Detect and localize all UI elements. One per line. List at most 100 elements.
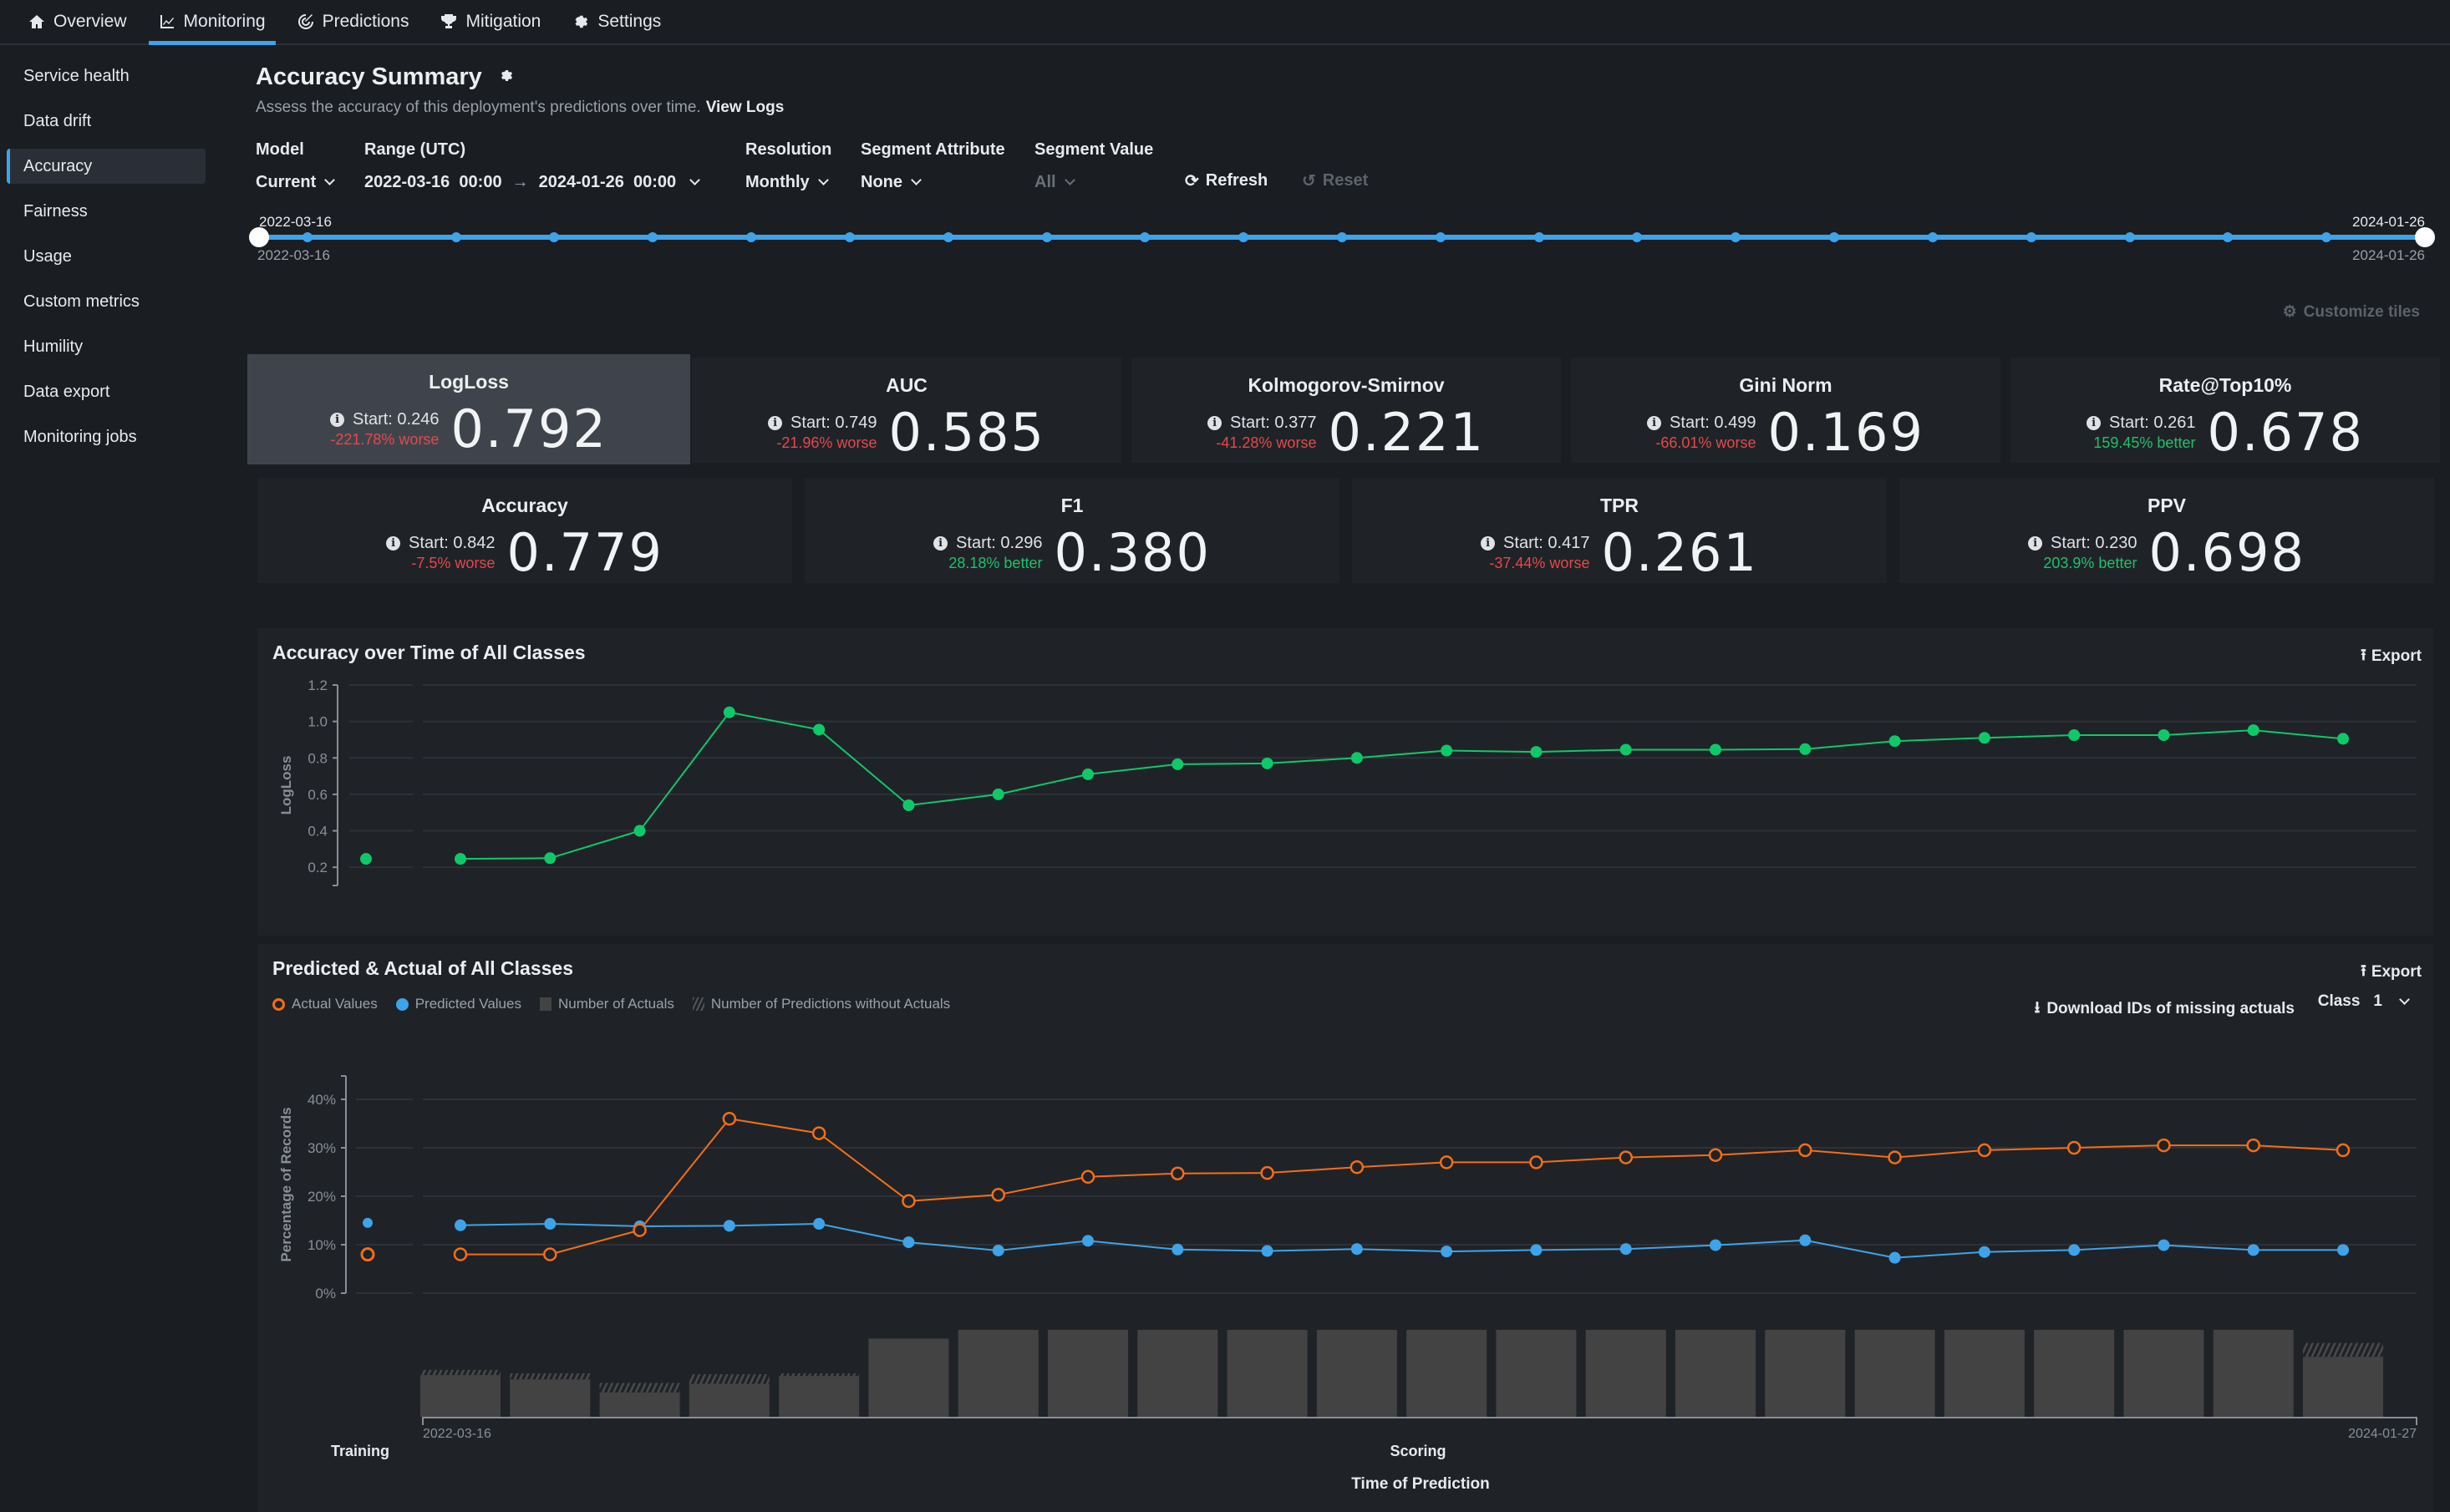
export-button[interactable]: ⭱ Export — [2361, 959, 2422, 986]
actuals-count-bar[interactable] — [1675, 1330, 1756, 1417]
missing-actuals-bar[interactable] — [510, 1373, 591, 1380]
predicted-point[interactable] — [723, 1220, 735, 1232]
data-point[interactable] — [902, 799, 915, 811]
data-point[interactable] — [1619, 743, 1632, 756]
actual-point[interactable] — [2246, 1138, 2260, 1153]
data-point[interactable] — [723, 706, 735, 718]
slider-tick[interactable] — [943, 232, 953, 242]
data-point[interactable] — [1799, 743, 1812, 755]
predicted-point[interactable] — [1172, 1243, 1184, 1256]
slider-tick[interactable] — [2124, 232, 2135, 242]
actual-point[interactable] — [543, 1247, 557, 1261]
data-point[interactable] — [1441, 744, 1453, 757]
customize-tiles-button[interactable]: ⚙ Customize tiles — [2283, 302, 2420, 322]
range-picker[interactable]: 2022-03-16 00:00 → 2024-01-26 00:00 — [364, 173, 701, 192]
predicted-point[interactable] — [1441, 1246, 1453, 1258]
predicted-point[interactable] — [2247, 1244, 2259, 1256]
view-logs-link[interactable]: View Logs — [705, 99, 785, 116]
slider-tick[interactable] — [2223, 232, 2234, 242]
predicted-point[interactable] — [1082, 1235, 1094, 1247]
data-point[interactable] — [2337, 733, 2349, 745]
range-start[interactable]: 2022-03-16 00:00 — [364, 173, 502, 191]
actuals-count-bar[interactable] — [2123, 1330, 2204, 1417]
slider-tick[interactable] — [2321, 232, 2332, 242]
actual-point[interactable] — [2157, 1138, 2171, 1153]
slider-tick[interactable] — [1731, 232, 1741, 242]
actual-point[interactable] — [811, 1126, 826, 1140]
actuals-count-bar[interactable] — [2303, 1357, 2383, 1417]
actuals-count-bar[interactable] — [1137, 1330, 1218, 1417]
predicted-point[interactable] — [1888, 1251, 1901, 1264]
actuals-count-bar[interactable] — [1496, 1330, 1577, 1417]
data-point[interactable] — [1530, 746, 1543, 759]
predicted-point[interactable] — [1710, 1239, 1721, 1251]
data-point[interactable] — [1082, 768, 1094, 780]
data-point[interactable] — [2247, 724, 2259, 737]
info-icon[interactable]: i — [933, 535, 948, 551]
missing-actuals-bar[interactable] — [779, 1373, 860, 1377]
slider-tick[interactable] — [302, 232, 313, 242]
slider-tick[interactable] — [1632, 232, 1643, 242]
info-icon[interactable]: i — [330, 412, 345, 427]
data-point[interactable] — [1888, 735, 1901, 748]
predicted-point[interactable] — [1261, 1245, 1273, 1257]
info-icon[interactable]: i — [386, 535, 401, 551]
reset-button[interactable]: ↺ Reset — [1302, 170, 1368, 191]
resolution-select[interactable]: Monthly — [745, 173, 831, 192]
data-point[interactable] — [544, 852, 557, 865]
actual-point[interactable] — [1080, 1170, 1095, 1185]
slider-tick[interactable] — [1829, 232, 1840, 242]
actuals-count-bar[interactable] — [420, 1375, 501, 1417]
slider-tick[interactable] — [1238, 232, 1249, 242]
predicted-point[interactable] — [544, 1218, 557, 1230]
data-point[interactable] — [455, 853, 466, 865]
missing-actuals-bar[interactable] — [599, 1383, 680, 1393]
actual-point[interactable] — [1708, 1148, 1723, 1162]
data-point[interactable] — [1261, 757, 1273, 769]
data-point[interactable] — [1172, 758, 1184, 770]
slider-tick[interactable] — [844, 232, 855, 242]
predicted-point[interactable] — [1799, 1234, 1812, 1246]
slider-tick[interactable] — [1337, 232, 1347, 242]
actuals-count-bar[interactable] — [510, 1379, 591, 1417]
metric-tile-kolmogorov-smirnov[interactable]: Kolmogorov-Smirnov i Start: 0.377 -41.28%… — [1131, 358, 1561, 463]
actuals-count-bar[interactable] — [1854, 1330, 1935, 1417]
sidebar-item-custom-metrics[interactable]: Custom metrics — [23, 292, 140, 311]
info-icon[interactable]: i — [1481, 535, 1496, 551]
sidebar-item-usage[interactable]: Usage — [23, 246, 72, 266]
date-range-slider[interactable]: 2022-03-16 2022-03-16 2024-01-26 2024-01… — [247, 214, 2437, 272]
info-icon[interactable]: i — [1647, 415, 1662, 430]
actual-point[interactable] — [2336, 1143, 2351, 1158]
metric-tile-accuracy[interactable]: Accuracy i Start: 0.842 -7.5% worse 0.779 — [257, 478, 792, 583]
predicted-point[interactable] — [1350, 1243, 1363, 1256]
actual-point[interactable] — [633, 1223, 647, 1237]
predicted-point[interactable] — [455, 1219, 466, 1231]
actuals-count-bar[interactable] — [1944, 1330, 2025, 1417]
sidebar-item-data-export[interactable]: Data export — [23, 382, 110, 401]
training-predicted-point[interactable] — [363, 1217, 373, 1228]
data-point[interactable] — [633, 824, 646, 837]
actuals-count-bar[interactable] — [1406, 1330, 1487, 1417]
slider-tick[interactable] — [746, 232, 757, 242]
predicted-point[interactable] — [2068, 1244, 2081, 1256]
info-icon[interactable]: i — [2087, 415, 2102, 430]
missing-actuals-bar[interactable] — [420, 1369, 501, 1376]
tab-overview[interactable]: Overview — [18, 0, 137, 43]
tab-mitigation[interactable]: Mitigation — [430, 0, 551, 43]
predicted-point[interactable] — [992, 1244, 1004, 1256]
actuals-count-bar[interactable] — [1227, 1330, 1308, 1417]
actuals-count-bar[interactable] — [1585, 1330, 1666, 1417]
data-point[interactable] — [1710, 743, 1721, 756]
data-point[interactable] — [1350, 752, 1363, 764]
data-point[interactable] — [2158, 729, 2170, 741]
metric-tile-auc[interactable]: AUC i Start: 0.749 -21.96% worse 0.585 — [692, 358, 1121, 463]
metric-tile-ppv[interactable]: PPV i Start: 0.230 203.9% better 0.698 — [1899, 478, 2434, 583]
actual-point[interactable] — [2066, 1140, 2081, 1155]
actual-point[interactable] — [991, 1188, 1005, 1202]
metric-tile-rate-top10-[interactable]: Rate@Top10% i Start: 0.261 159.45% better… — [2010, 358, 2440, 463]
sidebar-item-fairness[interactable]: Fairness — [23, 201, 88, 221]
predicted-point[interactable] — [1619, 1243, 1632, 1256]
predicted-point[interactable] — [902, 1236, 915, 1249]
model-select[interactable]: Current — [256, 173, 336, 192]
sidebar-item-data-drift[interactable]: Data drift — [23, 111, 92, 130]
